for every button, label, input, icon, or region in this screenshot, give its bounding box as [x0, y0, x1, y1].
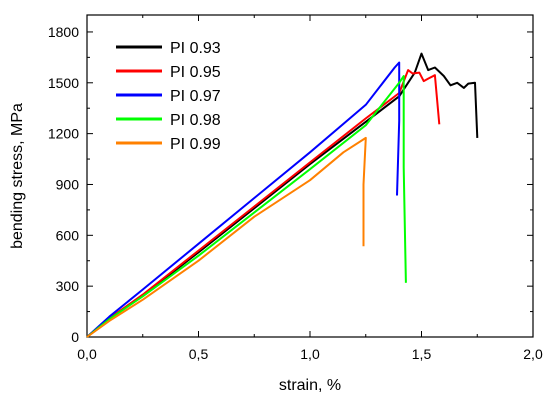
legend-label: PI 0.97: [170, 88, 221, 105]
series-line-4: [86, 75, 407, 338]
axis-ticks: 0,0 0,5 1,0 1,5 2,0 0 300 600 900 1200 1500 1800: [48, 15, 543, 362]
x-tick-label: 1,5: [412, 346, 432, 362]
y-tick-label: 300: [56, 278, 80, 294]
y-tick-label: 1800: [48, 24, 79, 40]
y-tick-label: 600: [56, 227, 80, 243]
series-line-3: [86, 61, 401, 338]
legend-label: PI 0.99: [170, 136, 221, 153]
y-tick-label: 1500: [48, 75, 79, 91]
series-line-1: [86, 52, 479, 338]
x-axis-title: strain, %: [279, 377, 341, 394]
x-tick-label: 2,0: [523, 346, 543, 362]
y-tick-label: 0: [71, 329, 79, 345]
x-tick-label: 1,0: [300, 346, 320, 362]
legend-label: PI 0.98: [170, 112, 221, 129]
series-layer: [86, 52, 479, 338]
legend: PI 0.93 PI 0.95 PI 0.97 PI 0.98 PI 0.99: [116, 40, 221, 153]
x-tick-label: 0,5: [189, 346, 209, 362]
x-tick-label: 0,0: [77, 346, 97, 362]
legend-label: PI 0.95: [170, 64, 221, 81]
y-tick-label: 900: [56, 176, 80, 192]
series-line-5: [86, 136, 367, 338]
y-tick-label: 1200: [48, 126, 79, 142]
legend-label: PI 0.93: [170, 40, 221, 57]
series-line-2: [86, 69, 441, 338]
y-axis-title: bending stress, MPa: [9, 103, 26, 249]
